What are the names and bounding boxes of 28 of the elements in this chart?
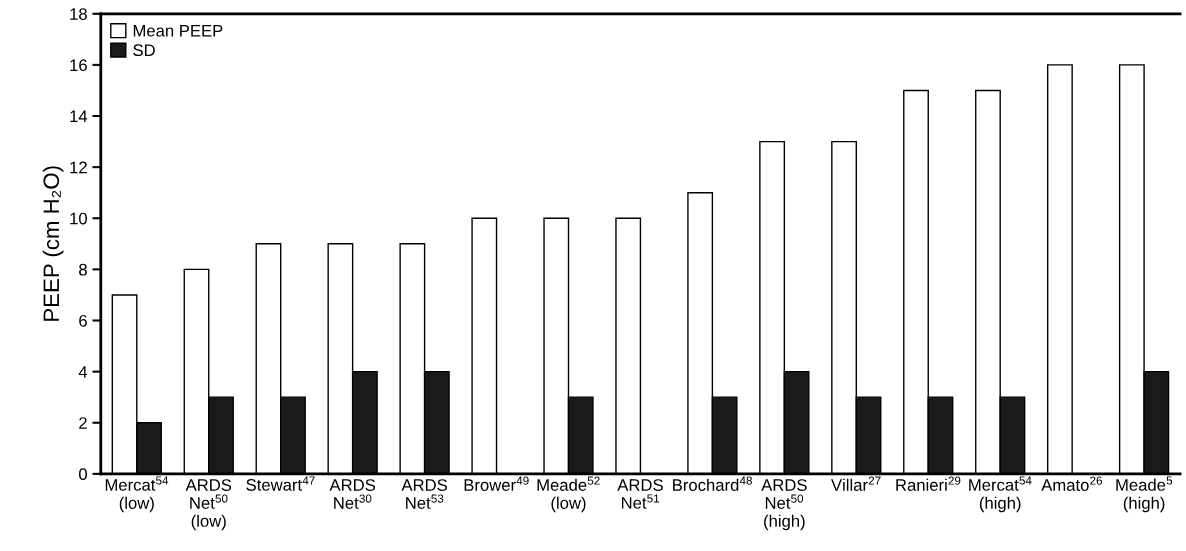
y-tick-label: 16 (70, 59, 87, 72)
x-tick-label: ARDS Net$^{50}$ (low) (185, 479, 232, 531)
x-tick-label: Mercat$^{54}$ (low) (105, 476, 169, 513)
y-tick-label: 6 (79, 314, 87, 327)
x-tick-label: Brochard$^{48}$ (673, 476, 752, 491)
x-tick-label: ARDS Net$^{51}$ (617, 479, 663, 509)
y-tick-label: 0 (79, 468, 87, 481)
y-tick-label: 4 (78, 366, 88, 378)
legend-label: SD (133, 44, 155, 57)
x-tick-label: Meade$^{5}$ (high) (1116, 476, 1173, 513)
y-tick-label: 14 (70, 110, 88, 123)
x-tick-label: Mercat$^{54}$ (high) (969, 476, 1032, 513)
y-tick-label: 18 (70, 8, 87, 20)
x-tick-label: ARDS Net$^{53}$ (401, 479, 447, 509)
x-tick-label: Stewart$^{47}$ (246, 476, 315, 491)
y-tick-label: 10 (70, 212, 87, 225)
y-tick-label: 2 (79, 417, 87, 429)
x-tick-label: Meade$^{52}$ (low) (537, 476, 600, 513)
x-tick-label: Villar$^{27}$ (831, 476, 881, 491)
x-tick-label: ARDS Net$^{50}$ (high) (761, 479, 807, 531)
y-axis-title: PEEP (cm H₂O) (42, 166, 64, 321)
x-tick-label: Ranieri$^{29}$ (896, 476, 961, 491)
y-tick-label: 12 (70, 161, 87, 174)
x-tick-label: ARDS Net$^{30}$ (329, 479, 376, 509)
x-tick-label: Amato$^{26}$ (1041, 476, 1103, 491)
legend-label: Mean PEEP (133, 24, 223, 37)
y-tick-label: 8 (79, 263, 87, 276)
x-tick-label: Brower$^{49}$ (464, 476, 529, 491)
